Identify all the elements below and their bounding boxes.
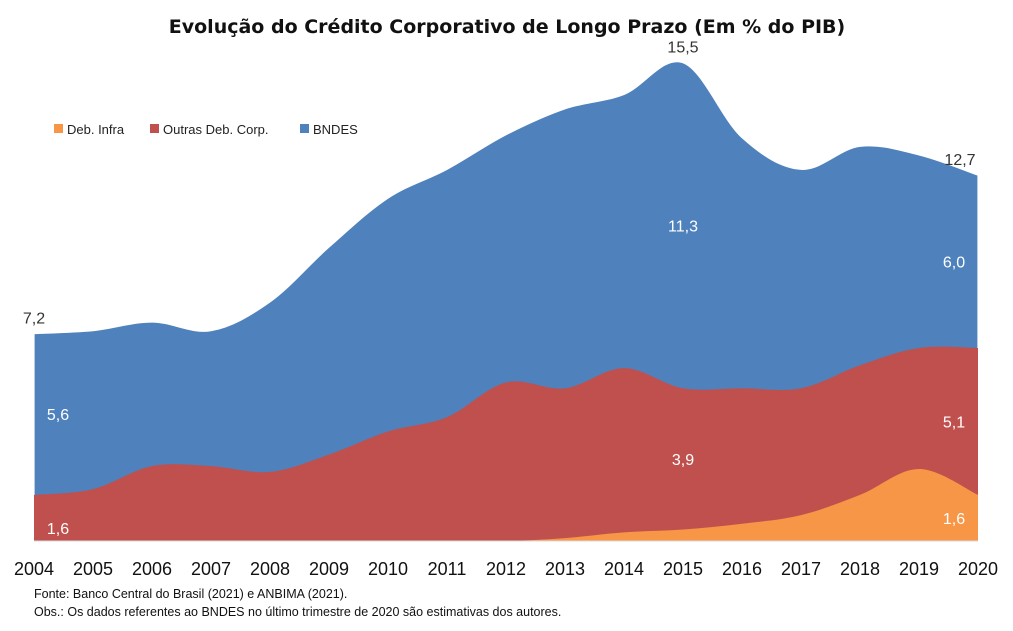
legend-label: BNDES: [313, 122, 358, 137]
x-tick-label: 2004: [14, 559, 54, 579]
value-label-deb-infra-2020: 1,6: [943, 511, 965, 528]
total-label-2004: 7,2: [23, 311, 45, 328]
chart-title: Evolução do Crédito Corporativo de Longo…: [169, 16, 845, 38]
legend-label: Outras Deb. Corp.: [163, 122, 269, 137]
x-tick-label: 2020: [958, 559, 998, 579]
x-tick-label: 2006: [132, 559, 172, 579]
data-labels: 7,2 15,5 12,7 5,6 1,6 11,3 3,9 6,0 5,1 1,6: [23, 40, 976, 538]
legend-item-bndes: BNDES: [300, 122, 358, 137]
x-tick-label: 2005: [73, 559, 113, 579]
total-label-2020: 12,7: [944, 152, 975, 169]
value-label-bndes-2015: 11,3: [668, 219, 698, 236]
x-tick-label: 2013: [545, 559, 585, 579]
legend-swatch: [54, 124, 63, 133]
legend: Deb. Infra Outras Deb. Corp. BNDES: [54, 122, 358, 137]
value-label-outras-deb-corp-2004: 1,6: [47, 521, 69, 538]
x-tick-label: 2008: [250, 559, 290, 579]
x-tick-label: 2019: [899, 559, 939, 579]
value-label-bndes-2020: 6,0: [943, 255, 965, 272]
legend-label: Deb. Infra: [67, 122, 125, 137]
x-tick-label: 2015: [663, 559, 703, 579]
x-tick-label: 2016: [722, 559, 762, 579]
x-tick-label: 2017: [781, 559, 821, 579]
x-tick-label: 2009: [309, 559, 349, 579]
area-outras-deb-corp: [34, 346, 978, 541]
legend-swatch: [300, 124, 309, 133]
x-tick-label: 2018: [840, 559, 880, 579]
x-tick-label: 2007: [191, 559, 231, 579]
source-note: Fonte: Banco Central do Brasil (2021) e …: [34, 587, 347, 601]
obs-note: Obs.: Os dados referentes ao BNDES no úl…: [34, 605, 561, 619]
x-tick-label: 2012: [486, 559, 526, 579]
total-label-2015: 15,5: [667, 40, 698, 57]
legend-item-outras-deb-corp: Outras Deb. Corp.: [150, 122, 269, 137]
value-label-outras-deb-corp-2015: 3,9: [672, 452, 694, 469]
legend-item-deb-infra: Deb. Infra: [54, 122, 125, 137]
x-tick-label: 2014: [604, 559, 644, 579]
plot-areas: [33, 61, 979, 542]
value-label-outras-deb-corp-2020: 5,1: [943, 414, 965, 431]
x-tick-label: 2010: [368, 559, 408, 579]
value-label-bndes-2004: 5,6: [47, 407, 69, 424]
legend-swatch: [150, 124, 159, 133]
x-tick-label: 2011: [428, 559, 467, 579]
x-axis-ticks: 2004 2005 2006 2007 2008 2009 2010 2011 2012 2013…: [14, 559, 998, 579]
area-deb-infra: [34, 469, 978, 542]
